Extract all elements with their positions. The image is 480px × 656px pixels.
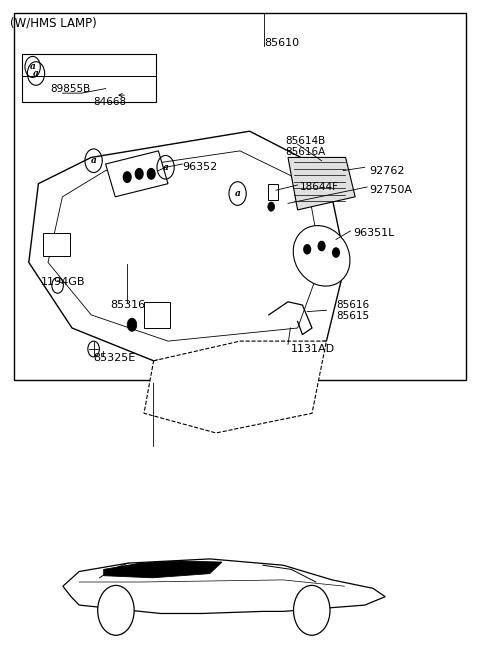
Circle shape xyxy=(304,245,311,254)
Polygon shape xyxy=(104,561,222,578)
Bar xyxy=(268,184,278,200)
Circle shape xyxy=(268,202,275,211)
Text: a: a xyxy=(235,189,240,198)
Text: 18644F: 18644F xyxy=(300,182,339,192)
Polygon shape xyxy=(29,131,346,361)
Text: 92750A: 92750A xyxy=(370,185,413,195)
Bar xyxy=(144,302,170,328)
Circle shape xyxy=(88,341,99,357)
Text: a: a xyxy=(33,69,39,78)
Circle shape xyxy=(135,169,143,179)
Text: 85316: 85316 xyxy=(110,300,145,310)
Text: (W/HMS LAMP): (W/HMS LAMP) xyxy=(10,16,96,30)
Circle shape xyxy=(52,277,63,293)
Text: 85325E: 85325E xyxy=(94,352,136,363)
Text: 85616A: 85616A xyxy=(286,147,326,157)
Text: 1194GB: 1194GB xyxy=(41,277,85,287)
Circle shape xyxy=(123,172,131,182)
Circle shape xyxy=(147,169,155,179)
Text: 89855B: 89855B xyxy=(50,83,91,94)
Ellipse shape xyxy=(293,226,350,286)
FancyBboxPatch shape xyxy=(22,54,156,102)
Circle shape xyxy=(333,248,339,257)
Text: 96351L: 96351L xyxy=(353,228,394,238)
Bar xyxy=(43,233,70,256)
Circle shape xyxy=(318,241,325,251)
Text: 85614B: 85614B xyxy=(286,136,326,146)
Text: 92762: 92762 xyxy=(370,165,405,176)
Text: 84668: 84668 xyxy=(94,96,127,107)
Text: 96352: 96352 xyxy=(182,162,217,173)
Circle shape xyxy=(127,318,137,331)
Text: a: a xyxy=(163,163,168,172)
Circle shape xyxy=(98,585,134,635)
Polygon shape xyxy=(288,157,355,210)
Polygon shape xyxy=(144,341,326,433)
Text: 85615: 85615 xyxy=(336,311,369,321)
Text: a: a xyxy=(91,156,96,165)
Text: a: a xyxy=(30,62,36,72)
Text: 85616: 85616 xyxy=(336,300,369,310)
Text: 85610: 85610 xyxy=(264,37,299,48)
Text: 1131AD: 1131AD xyxy=(290,344,335,354)
FancyBboxPatch shape xyxy=(14,13,466,380)
Polygon shape xyxy=(106,151,168,197)
Polygon shape xyxy=(63,559,385,613)
Circle shape xyxy=(293,585,330,635)
